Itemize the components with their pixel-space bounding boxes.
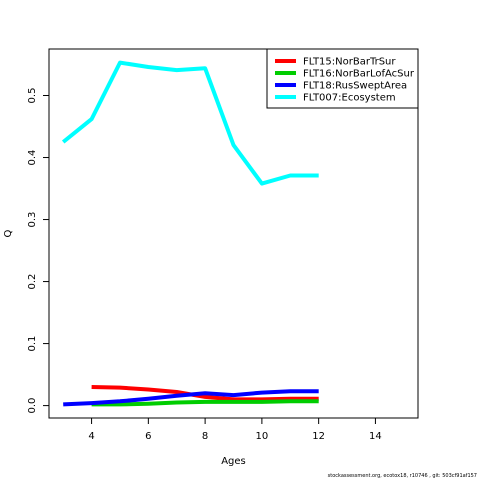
x-tick-label: 10 [256, 431, 269, 442]
series-layer [61, 60, 319, 407]
x-tick-label: 6 [145, 431, 151, 442]
y-tick-label: 0.1 [27, 336, 38, 352]
x-tick-label: 12 [312, 431, 325, 442]
series-line-2 [91, 399, 319, 407]
legend-label: FLT007:Ecosystem [303, 93, 396, 104]
y-tick-label: 0.2 [27, 274, 38, 290]
x-axis-title: Ages [221, 456, 246, 467]
series-line-1 [91, 385, 319, 402]
legend: FLT15:NorBarTrSurFLT16:NorBarLofAcSurFLT… [266, 48, 419, 109]
y-tick-label: 0.4 [27, 150, 38, 166]
y-tick-label: 0.3 [27, 212, 38, 228]
x-tick-label: 4 [88, 431, 94, 442]
footer-credit: stockassessment.org, ecotox18, r10746 , … [327, 473, 477, 479]
axes-layer: 4 6 8 10 12 14 0.0 0.1 0.2 0.3 0.4 0.5 [27, 88, 382, 442]
y-tick-label: 0.0 [27, 398, 38, 414]
plot-frame [48, 48, 419, 419]
legend-label: FLT15:NorBarTrSur [303, 57, 396, 68]
series-line-3 [63, 389, 319, 407]
legend-label: FLT16:NorBarLofAcSur [303, 69, 415, 80]
x-tick-label: 8 [202, 431, 208, 442]
y-tick-label: 0.5 [27, 88, 38, 104]
y-axis-title: Q [3, 229, 14, 237]
x-tick-label: 14 [369, 431, 382, 442]
series-line-4 [61, 60, 319, 186]
legend-label: FLT18:RusSweptArea [303, 81, 407, 92]
